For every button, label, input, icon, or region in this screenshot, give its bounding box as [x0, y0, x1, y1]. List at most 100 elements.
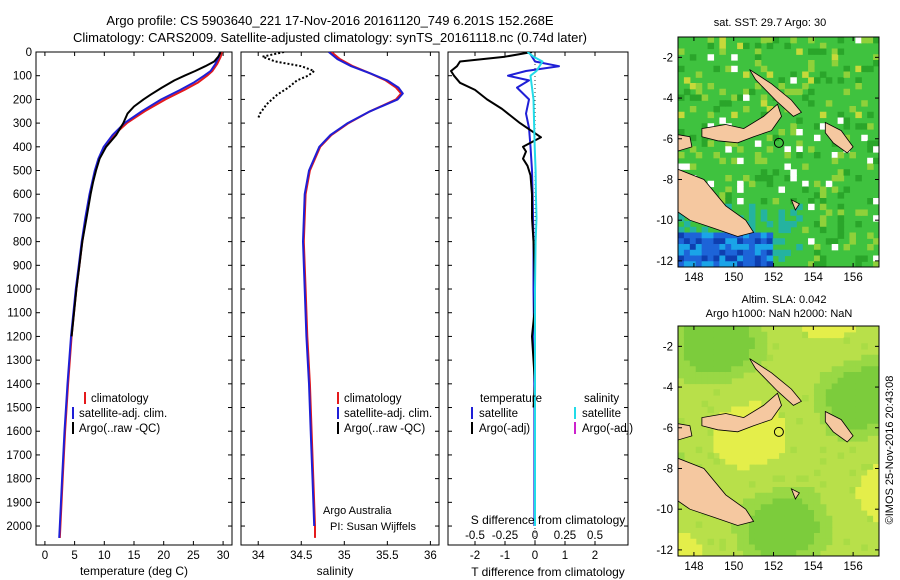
map-cell: [760, 215, 768, 222]
depth-tick-label: 1200: [6, 331, 32, 343]
map-cell: [819, 331, 827, 339]
map-cell: [772, 510, 780, 517]
map-cell: [695, 83, 703, 90]
map-cell: [701, 326, 709, 333]
map-cell: [855, 435, 862, 442]
map-cell: [831, 400, 839, 408]
map-cell: [790, 550, 797, 556]
map-cell: [766, 423, 774, 431]
map-cell: [707, 366, 715, 373]
temperature-panel: 0100200300400500600700800900100011001200…: [6, 47, 233, 578]
map-cell: [683, 349, 691, 356]
map-cell: [790, 521, 797, 528]
map-cell: [743, 175, 750, 182]
map-cell: [772, 538, 780, 546]
map-cell: [754, 498, 762, 505]
sst-map-float-marker: [773, 137, 784, 148]
map-cell: [683, 77, 691, 84]
map-cell: [778, 533, 786, 540]
map-cell: [808, 521, 815, 528]
map-cell: [837, 48, 845, 55]
map-cell: [725, 186, 732, 193]
map-cell: [713, 337, 720, 344]
map-cell: [713, 244, 720, 251]
map-cell: [819, 418, 827, 425]
map-cell: [796, 533, 803, 540]
map-cell: [766, 550, 774, 556]
land-polygon: [749, 358, 803, 406]
map-cell: [689, 354, 697, 362]
map-cell: [748, 400, 756, 408]
map-cell: [867, 395, 874, 402]
map-cell: [796, 487, 803, 494]
depth-tick-label: 1100: [7, 308, 32, 320]
map-cell: [719, 354, 726, 362]
map-cell: [725, 377, 732, 385]
sst-map-panel: sat. SST: 29.7 Argo: 30 148 150 152 154 156 -…: [656, 17, 880, 284]
map-cell: [737, 157, 744, 165]
land-polygon: [824, 410, 854, 443]
map-cell: [748, 423, 756, 431]
map-cell: [837, 366, 845, 373]
map-cell: [678, 129, 685, 136]
map-cell: [867, 389, 874, 396]
map-cell: [819, 221, 827, 228]
map-cell: [737, 255, 744, 262]
map-cell: [831, 186, 839, 193]
map-cell: [849, 152, 856, 159]
map-cell: [754, 175, 762, 182]
map-cell: [867, 469, 874, 477]
series-line-satellite-adj-clim-: [58, 52, 222, 538]
map-x-tick-label: 150: [724, 272, 743, 284]
map-cell: [855, 372, 862, 379]
map-cell: [778, 412, 786, 419]
difference-legend: temperature satellite Argo(-adj) salinit…: [471, 393, 633, 435]
map-cell: [819, 504, 827, 511]
map-cell: [772, 550, 780, 556]
map-cell: [778, 209, 786, 216]
map-cell: [813, 180, 821, 188]
map-cell: [790, 544, 797, 551]
map-cell: [873, 469, 879, 477]
map-y-tick-label: -4: [663, 382, 674, 394]
s-diff-tick-label: -0.25: [492, 530, 518, 542]
map-cell: [790, 446, 797, 454]
map-cell: [790, 221, 797, 228]
map-cell: [701, 400, 709, 408]
map-cell: [819, 186, 827, 193]
map-cell: [790, 77, 797, 84]
map-cell: [737, 42, 744, 50]
map-cell: [719, 261, 726, 267]
map-cell: [737, 441, 744, 448]
map-cell: [683, 232, 691, 239]
map-cell: [825, 238, 833, 245]
map-cell: [766, 42, 774, 50]
map-cell: [813, 389, 821, 396]
map-cell: [743, 261, 750, 267]
map-cell: [873, 395, 879, 402]
temperature-axes-frame: [35, 51, 233, 546]
map-cell: [861, 418, 868, 425]
x-tick-label: 36: [424, 550, 437, 562]
map-cell: [802, 492, 809, 500]
map-cell: [678, 261, 685, 267]
map-cell: [855, 175, 862, 182]
map-cell: [689, 146, 697, 153]
x-tick-label: 10: [98, 550, 111, 562]
map-cell: [748, 458, 756, 465]
map-cell: [754, 354, 762, 362]
map-cell: [713, 446, 720, 454]
map-cell: [855, 400, 862, 408]
map-cell: [701, 226, 709, 234]
map-cell: [754, 157, 762, 165]
map-cell: [778, 487, 786, 494]
map-cell: [855, 418, 862, 425]
map-cell: [731, 157, 738, 165]
map-cell: [849, 395, 856, 402]
map-cell: [802, 331, 809, 339]
map-cell: [861, 492, 868, 500]
map-cell: [819, 481, 827, 488]
map-cell: [766, 527, 774, 534]
map-cell: [831, 175, 839, 182]
map-cell: [825, 429, 833, 436]
